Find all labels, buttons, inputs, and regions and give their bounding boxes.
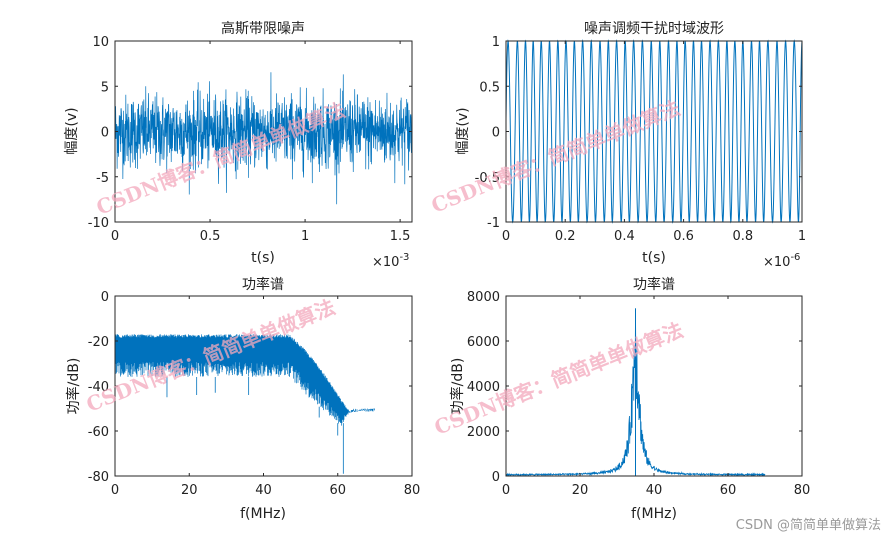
p2-xtick-label: 0.4: [614, 229, 635, 244]
p2-xtick-label: 0.2: [555, 229, 576, 244]
p3-ytick-label: -80: [88, 470, 109, 485]
p3-title: 功率谱: [242, 276, 284, 293]
p3-series-line: [115, 334, 375, 474]
p1-series-path: [114, 72, 413, 205]
p4-ytick-label: 0: [492, 470, 500, 485]
p3-ytick-label: 0: [101, 290, 109, 305]
p1-ticks: 0 0.5 1 1.5 -10 -5 0 5 10: [88, 35, 412, 244]
p1-xtick-label: 1: [301, 229, 309, 244]
p2-title: 噪声调频干扰时域波形: [584, 21, 724, 37]
p2-ticks: 0 0.2 0.4 0.6 0.8 1 -1 -0.5 0 0.5 1: [475, 35, 807, 244]
p2-exponent-label: ×10-6: [763, 252, 800, 270]
p4-ylabel: 功率/dB): [449, 358, 466, 415]
p4-title: 功率谱: [633, 276, 675, 293]
p4-xtick-label: 80: [794, 483, 811, 498]
p1-xtick-label: 0: [111, 229, 119, 244]
p1-xtick-label: 1.5: [390, 229, 411, 244]
p1-axes-box: [114, 40, 413, 223]
plot-noise-power-spectrum: 功率谱 0 20 40 60 80 -80 -60 -40 -20 0 f(MHz) 功率/dB): [65, 276, 420, 522]
p2-xlabel: t(s): [642, 250, 666, 266]
p3-ytick-label: -20: [88, 335, 109, 350]
p4-ytick-label: 4000: [467, 380, 500, 395]
p3-ytick-label: -40: [88, 380, 109, 395]
p4-ytick-label: 2000: [467, 425, 500, 440]
p3-ylabel: 功率/dB): [65, 358, 82, 415]
p4-xtick-label: 20: [572, 483, 589, 498]
p2-axes-box: [505, 40, 803, 223]
p1-ytick-label: 0: [101, 126, 109, 141]
p1-ylabel: 幅度(v): [64, 107, 80, 154]
p2-ytick-label: -0.5: [475, 171, 500, 186]
p1-ytick-label: -5: [96, 171, 109, 186]
p2-ylabel: 幅度(v): [455, 107, 471, 154]
p2-ytick-label: 0: [492, 126, 500, 141]
p2-xtick-label: 0: [502, 229, 510, 244]
p3-ytick-label: -60: [88, 425, 109, 440]
p4-ytick-label: 6000: [467, 335, 500, 350]
plot-fm-jamming: 噪声调频干扰时域波形 0 0.2 0.4 0.6 0.8 1 -1 -0.5 0 0.5 1 t(s…: [455, 21, 806, 270]
p4-xlabel: f(MHz): [631, 506, 677, 522]
p1-ytick-label: 5: [101, 80, 109, 95]
p3-xtick-label: 80: [404, 483, 421, 498]
p2-series-path: [505, 39, 803, 224]
plot-jamming-power-spectrum: 功率谱 0 20 40 60 80 0 2000 4000 6000 8000 f(MHz) 功率…: [449, 276, 810, 522]
p1-series-line: [114, 72, 413, 205]
plot-gaussian-noise: 高斯带限噪声 0 0.5 1 1.5 -10 -5 0 5 10 t(s) 幅度(v) ×10-…: [64, 20, 413, 270]
p1-exponent-label: ×10-3: [372, 252, 409, 270]
p3-ticks: 0 20 40 60 80 -80 -60 -40 -20 0: [88, 290, 421, 498]
p1-xlabel: t(s): [251, 250, 275, 266]
p4-xtick-label: 40: [646, 483, 663, 498]
p3-xtick-label: 20: [181, 483, 198, 498]
p2-ytick-label: 1: [492, 35, 500, 50]
p1-ytick-label: -10: [88, 216, 109, 231]
p2-xtick-label: 0.6: [673, 229, 694, 244]
p4-ytick-label: 8000: [467, 290, 500, 305]
p3-xtick-label: 0: [111, 483, 119, 498]
p3-xtick-label: 40: [255, 483, 272, 498]
p3-xtick-label: 60: [329, 483, 346, 498]
p2-ytick-label: -1: [487, 216, 500, 231]
p4-axes-box: [505, 295, 803, 477]
p4-xtick-label: 0: [502, 483, 510, 498]
p1-title: 高斯带限噪声: [221, 20, 305, 37]
p1-xtick-label: 0.5: [200, 229, 221, 244]
p2-ytick-label: 0.5: [479, 80, 500, 95]
p4-xtick-label: 60: [720, 483, 737, 498]
p4-series-line: [505, 308, 766, 477]
p2-series-line: [505, 39, 803, 224]
p3-xlabel: f(MHz): [240, 506, 286, 522]
p2-xtick-label: 1: [798, 229, 806, 244]
p3-axes-box: [114, 295, 413, 477]
p2-xtick-label: 0.8: [732, 229, 753, 244]
p4-ticks: 0 20 40 60 80 0 2000 4000 6000 8000: [467, 290, 810, 498]
p1-ytick-label: 10: [92, 35, 109, 50]
csdn-credit: CSDN @简简单单做算法: [735, 518, 881, 533]
